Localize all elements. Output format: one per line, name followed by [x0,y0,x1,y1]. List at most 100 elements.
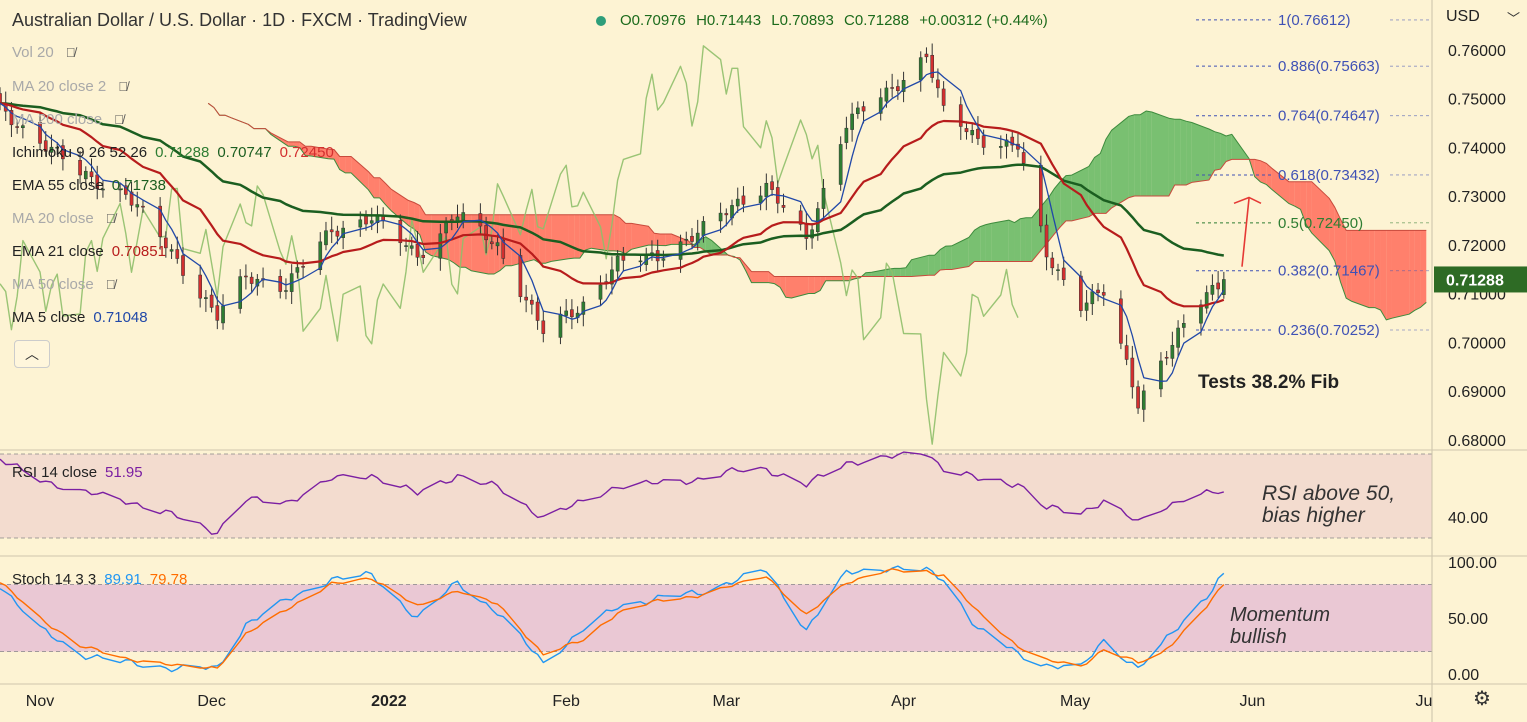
kumo-bull [945,245,952,270]
candle-down [421,254,426,258]
candle-down [181,255,185,276]
eye-hidden-icon[interactable]: 👁̸ [65,45,76,60]
annotation-stoch: bullish [1230,626,1287,648]
kumo-bull [934,249,941,276]
candle-down [1164,356,1169,359]
kumo-bear [585,214,592,250]
candle-up [1176,327,1180,348]
kumo-bull [1111,116,1129,208]
kumo-bull [1191,122,1209,183]
kumo-bear [1260,160,1267,185]
legend-ma20-2[interactable]: MA 20 close 2 👁̸ [12,78,128,95]
candle-up [238,276,243,309]
kumo-bear [288,141,294,147]
arrow-head [1233,196,1262,205]
candle-down [215,305,220,321]
candle-down [141,205,145,208]
kumo-bull [1226,134,1232,162]
chevron-up-icon: ︿ [25,346,39,362]
kumo-bear [414,202,420,235]
candle-up [856,107,860,115]
price-tick-label: 0.70000 [1448,335,1506,352]
candle-up [295,267,300,273]
candle-down [43,140,48,152]
time-tick-label: Feb [552,693,580,710]
collapse-legend-button[interactable]: ︿ [14,340,50,368]
candle-down [1136,386,1140,409]
stoch-tick-label: 100.00 [1448,555,1497,572]
legend-ma50[interactable]: MA 50 close 👁̸ [12,276,116,293]
candle-down [861,106,866,112]
kumo-bear [1374,230,1381,310]
candle-up [1170,345,1175,359]
candle-down [1079,275,1083,311]
legend-ma200[interactable]: MA 200 close 👁̸ [12,111,124,128]
kumo-bear [608,214,615,251]
ohlc-low: L0.70893 [771,12,834,29]
candle-down [524,296,528,301]
ema55-line [0,101,1224,257]
symbol-title[interactable]: Australian Dollar / U.S. Dollar · 1D · F… [12,10,467,30]
legend-ma20[interactable]: MA 20 close 👁̸ [12,210,116,227]
kumo-bull [911,255,929,277]
candle-down [123,185,128,195]
candle-down [38,122,42,144]
gear-icon[interactable]: ⚙ [1473,688,1491,710]
candle-down [1061,267,1066,280]
eye-hidden-icon[interactable]: 👁̸ [118,79,128,94]
kumo-bull [871,269,889,277]
eye-hidden-icon[interactable]: 👁̸ [105,211,116,226]
legend-stoch[interactable]: Stoch 14 3 3 89.91 79.78 [12,571,188,588]
candle-up [718,212,723,222]
stoch-tick-label: 0.00 [1448,667,1479,684]
eye-hidden-icon[interactable]: 👁̸ [105,277,116,292]
candle-up [838,144,843,185]
candle-down [890,87,894,89]
stoch-band [0,584,1432,652]
kumo-bear [374,177,380,198]
fib-level-label: 0.382(0.71467) [1278,263,1380,280]
kumo-bear [631,223,649,250]
legend-ichimoku[interactable]: Ichimoku 9 26 52 26 0.71288 0.70747 0.72450 [12,144,334,161]
legend-rsi[interactable]: RSI 14 close 51.95 [12,464,143,481]
chevron-down-icon[interactable]: ﹀ [1507,11,1521,26]
candle-down [535,301,540,321]
candle-down [415,243,420,258]
kumo-bull [951,237,969,270]
annotation-fib-test: Tests 38.2% Fib [1198,372,1339,393]
candle-up [815,208,820,233]
legend-ma5[interactable]: MA 5 close 0.71048 [12,309,148,326]
candle-down [896,86,900,91]
legend-ema55[interactable]: EMA 55 close 0.71738 [12,177,166,194]
currency-selector[interactable]: USD [1446,8,1480,25]
kumo-bear [619,217,626,254]
eye-hidden-icon[interactable]: 👁̸ [114,112,124,127]
time-tick-label: 2022 [371,693,407,710]
candle-down [490,241,494,245]
fib-level-label: 0.618(0.73432) [1278,167,1380,184]
rsi-tick-label: 40.00 [1448,510,1488,527]
kumo-bear [1254,159,1261,182]
candle-down [9,110,14,126]
kumo-bull [1146,111,1152,197]
kumo-bear [551,214,569,262]
kumo-bear [625,223,632,254]
kumo-bear [1266,163,1272,190]
candle-down [1039,164,1043,227]
candle-up [169,249,174,252]
candle-up [369,220,374,224]
candle-up [998,146,1003,148]
candle-down [244,275,248,278]
candle-up [598,284,603,300]
kumo-bear [1346,230,1352,302]
legend-vol20[interactable]: Vol 20 👁̸ [12,44,76,61]
legend-ema21[interactable]: EMA 21 close 0.70851 [12,243,166,260]
kumo-bull [991,220,1009,262]
fib-level-label: 0.886(0.75663) [1278,58,1380,75]
candle-down [570,309,574,318]
kumo-bear [814,276,821,294]
kumo-bull [699,236,706,252]
kumo-bear [745,264,752,283]
candle-down [724,213,729,216]
